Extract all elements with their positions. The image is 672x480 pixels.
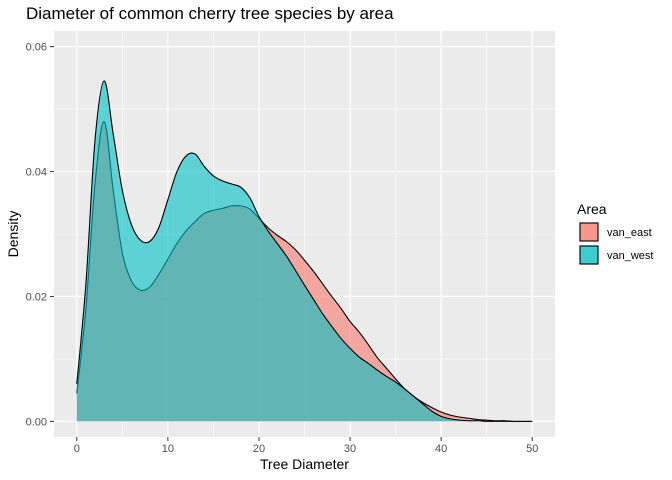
density-line-van_west	[76, 80, 533, 422]
y-tick-label: 0.04	[26, 167, 47, 179]
x-axis: 0 10 20 30 40 50	[74, 437, 538, 455]
y-tick-label: 0.06	[26, 42, 47, 54]
y-tick-label: 0.00	[26, 416, 47, 428]
legend-swatch-van_west	[579, 245, 599, 265]
density-areas	[76, 80, 533, 422]
legend-label-van_west: van_west	[607, 250, 653, 262]
y-tick-label: 0.02	[26, 291, 47, 303]
y-axis: 0.00 0.02 0.04 0.06	[26, 42, 54, 428]
y-axis-title: Density	[5, 211, 21, 258]
chart-title: Diameter of common cherry tree species b…	[26, 4, 394, 23]
x-tick-label: 10	[162, 443, 174, 455]
x-tick-label: 0	[74, 443, 80, 455]
legend: Area van_east van_west	[577, 201, 653, 265]
x-axis-title: Tree Diameter	[260, 456, 349, 472]
legend-swatch-van_east	[579, 222, 599, 242]
x-tick-label: 20	[253, 443, 265, 455]
x-tick-label: 30	[344, 443, 356, 455]
legend-label-van_east: van_east	[607, 227, 652, 239]
legend-title: Area	[577, 201, 607, 217]
density-area-van_west	[76, 80, 533, 422]
x-tick-label: 40	[435, 443, 447, 455]
x-tick-label: 50	[526, 443, 538, 455]
